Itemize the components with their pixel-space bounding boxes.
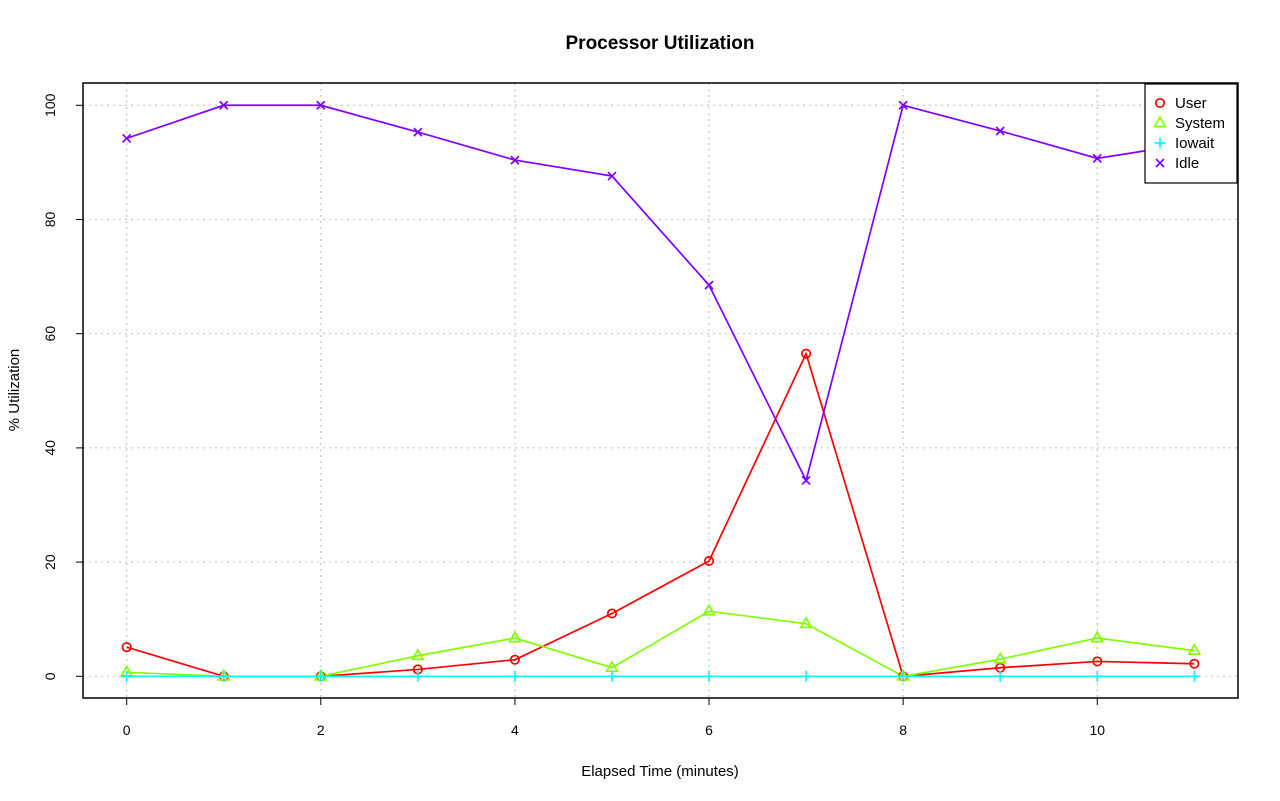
data-point-idle xyxy=(898,100,908,110)
data-point-iowait xyxy=(1188,670,1200,682)
x-tick-label: 10 xyxy=(1089,722,1105,738)
legend-marker-idle xyxy=(1155,158,1165,168)
chart-title: Processor Utilization xyxy=(566,33,755,54)
data-point-iowait xyxy=(800,670,812,682)
data-point-system xyxy=(508,630,522,643)
data-point-system xyxy=(799,616,813,629)
data-point-idle xyxy=(316,100,326,110)
y-tick-label: 40 xyxy=(42,440,58,456)
data-point-idle xyxy=(995,126,1005,136)
data-point-user xyxy=(801,348,812,359)
series-line-user xyxy=(126,351,1195,678)
data-point-system xyxy=(702,603,716,616)
data-point-idle xyxy=(704,280,714,290)
x-tick-label: 0 xyxy=(123,722,131,738)
grid-lines xyxy=(83,83,1238,698)
x-axis-label: Elapsed Time (minutes) xyxy=(581,763,739,780)
x-tick-label: 8 xyxy=(899,722,907,738)
data-point-idle xyxy=(1092,153,1102,163)
legend-label-iowait: Iowait xyxy=(1175,135,1215,152)
y-tick-label: 0 xyxy=(42,672,58,680)
legend-label-idle: Idle xyxy=(1175,155,1199,172)
legend: User System Iowait Idle xyxy=(1144,83,1238,184)
data-point-iowait xyxy=(509,670,521,682)
y-tick-label: 80 xyxy=(42,211,58,227)
y-axis-label: % Utilization xyxy=(6,349,23,432)
data-point-system xyxy=(1187,643,1202,656)
data-point-iowait xyxy=(994,670,1006,682)
data-point-idle xyxy=(510,155,520,165)
data-point-system xyxy=(1090,630,1105,643)
data-point-iowait xyxy=(606,670,618,682)
data-point-idle xyxy=(413,127,423,137)
data-point-user xyxy=(121,642,132,653)
data-point-iowait xyxy=(897,670,909,682)
plot-frame xyxy=(82,82,1239,699)
data-point-user xyxy=(1092,656,1103,667)
legend-marker-iowait xyxy=(1154,137,1166,149)
x-tick-label: 2 xyxy=(317,722,325,738)
data-point-user xyxy=(509,654,520,665)
data-point-idle xyxy=(122,133,132,143)
y-tick-label: 20 xyxy=(42,554,58,570)
data-point-system xyxy=(993,651,1008,664)
legend-marker-user xyxy=(1154,97,1166,109)
data-point-idle xyxy=(219,100,229,110)
x-tick-label: 6 xyxy=(705,722,713,738)
data-point-iowait xyxy=(703,670,715,682)
data-point-iowait xyxy=(315,670,327,682)
data-point-idle xyxy=(801,475,811,486)
data-point-iowait xyxy=(121,670,133,682)
legend-marker-system xyxy=(1153,115,1167,128)
series-lines xyxy=(126,104,1195,678)
x-tick-label: 4 xyxy=(511,722,519,738)
data-point-user xyxy=(703,555,715,567)
y-tick-label: 100 xyxy=(42,93,58,117)
data-point-iowait xyxy=(218,670,230,682)
y-tick-label: 60 xyxy=(42,326,58,342)
legend-label-system: System xyxy=(1175,115,1225,132)
legend-box xyxy=(1144,83,1238,184)
data-point-user xyxy=(606,608,618,619)
data-point-iowait xyxy=(412,670,424,682)
data-point-iowait xyxy=(1091,670,1103,682)
legend-label-user: User xyxy=(1175,95,1207,112)
data-point-user xyxy=(1189,658,1200,669)
data-point-system xyxy=(410,648,425,661)
series-line-system xyxy=(126,610,1195,678)
data-point-idle xyxy=(607,171,617,181)
series-markers xyxy=(119,100,1202,682)
series-line-idle xyxy=(126,104,1195,483)
